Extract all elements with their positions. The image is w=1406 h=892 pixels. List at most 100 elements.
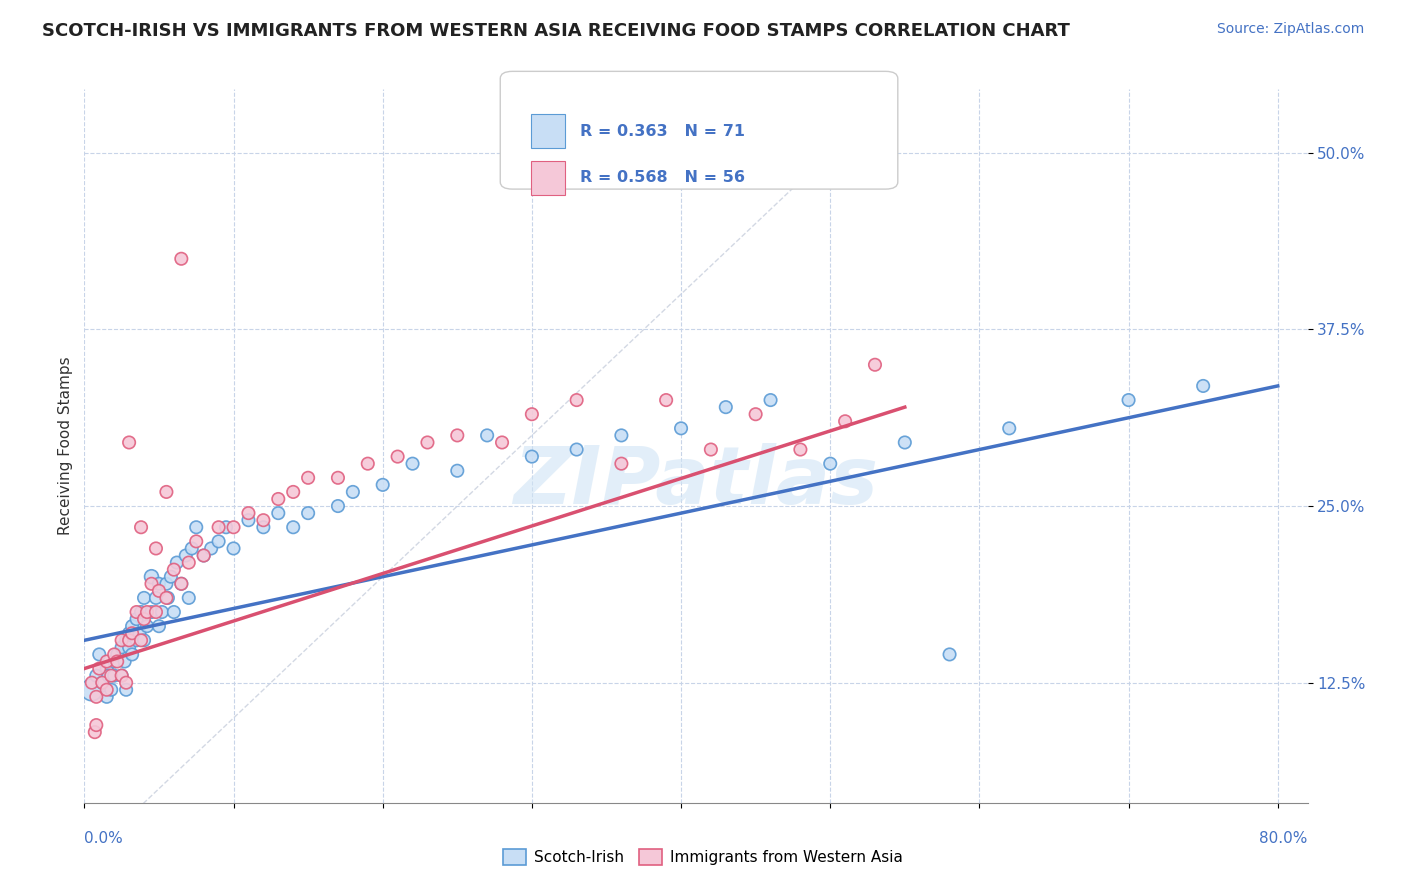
- Point: [177, 591, 200, 605]
- Text: 0.0%: 0.0%: [84, 831, 124, 847]
- Bar: [531, 114, 565, 148]
- Point: [97, 668, 120, 682]
- Point: [491, 435, 513, 450]
- Text: Source: ZipAtlas.com: Source: ZipAtlas.com: [1216, 22, 1364, 37]
- Point: [128, 626, 150, 640]
- Point: [145, 541, 167, 556]
- Point: [200, 541, 222, 556]
- Point: [180, 541, 202, 556]
- Point: [238, 506, 260, 520]
- Point: [103, 668, 125, 682]
- Point: [416, 435, 439, 450]
- Point: [166, 556, 188, 570]
- Point: [141, 576, 163, 591]
- Point: [96, 690, 118, 704]
- Point: [132, 633, 155, 648]
- Point: [96, 662, 118, 676]
- Point: [111, 668, 134, 682]
- Point: [145, 605, 167, 619]
- Point: [132, 612, 155, 626]
- Point: [297, 471, 319, 485]
- Point: [238, 513, 260, 527]
- Point: [207, 534, 229, 549]
- Point: [105, 655, 128, 669]
- Point: [129, 605, 152, 619]
- Point: [283, 520, 305, 534]
- Point: [103, 648, 125, 662]
- Point: [252, 513, 274, 527]
- Point: [565, 393, 588, 408]
- Point: [186, 520, 208, 534]
- FancyBboxPatch shape: [501, 71, 898, 189]
- Point: [610, 457, 633, 471]
- Point: [998, 421, 1021, 435]
- Point: [174, 549, 197, 563]
- Point: [565, 442, 588, 457]
- Point: [222, 541, 245, 556]
- Point: [655, 393, 678, 408]
- Point: [1118, 393, 1140, 408]
- Point: [170, 576, 193, 591]
- Point: [136, 619, 159, 633]
- Point: [125, 612, 148, 626]
- Point: [105, 648, 128, 662]
- Point: [84, 668, 107, 682]
- Point: [89, 662, 111, 676]
- Point: [121, 619, 143, 633]
- Point: [100, 682, 122, 697]
- Point: [103, 655, 125, 669]
- Point: [96, 682, 118, 697]
- Point: [150, 605, 173, 619]
- Point: [100, 668, 122, 682]
- Point: [111, 668, 134, 682]
- Point: [610, 428, 633, 442]
- Point: [84, 718, 107, 732]
- Point: [193, 549, 215, 563]
- Point: [520, 407, 543, 421]
- Point: [155, 576, 177, 591]
- Point: [111, 640, 134, 655]
- Point: [163, 563, 186, 577]
- Point: [148, 583, 170, 598]
- Point: [160, 570, 183, 584]
- Point: [80, 682, 103, 697]
- Text: ZIPatlas: ZIPatlas: [513, 442, 879, 521]
- Point: [141, 570, 163, 584]
- Point: [96, 655, 118, 669]
- Point: [118, 633, 141, 648]
- Point: [114, 655, 136, 669]
- Point: [129, 520, 152, 534]
- Point: [215, 520, 238, 534]
- Point: [267, 491, 290, 506]
- Point: [148, 619, 170, 633]
- Point: [155, 591, 177, 605]
- Point: [744, 407, 766, 421]
- Point: [267, 506, 290, 520]
- Point: [132, 591, 155, 605]
- Point: [894, 435, 917, 450]
- Point: [121, 626, 143, 640]
- Point: [714, 400, 737, 414]
- Point: [80, 675, 103, 690]
- Point: [170, 252, 193, 266]
- Point: [401, 457, 423, 471]
- Point: [1192, 379, 1215, 393]
- Point: [789, 442, 811, 457]
- Point: [129, 633, 152, 648]
- Text: 80.0%: 80.0%: [1260, 831, 1308, 847]
- Point: [371, 478, 394, 492]
- Point: [475, 428, 498, 442]
- Point: [141, 605, 163, 619]
- Point: [326, 471, 349, 485]
- Point: [155, 484, 177, 499]
- Y-axis label: Receiving Food Stamps: Receiving Food Stamps: [58, 357, 73, 535]
- Point: [118, 626, 141, 640]
- Point: [222, 520, 245, 534]
- Point: [91, 675, 114, 690]
- Point: [938, 648, 960, 662]
- Point: [834, 414, 856, 428]
- Point: [125, 633, 148, 648]
- Point: [83, 725, 105, 739]
- Point: [156, 591, 179, 605]
- Point: [193, 549, 215, 563]
